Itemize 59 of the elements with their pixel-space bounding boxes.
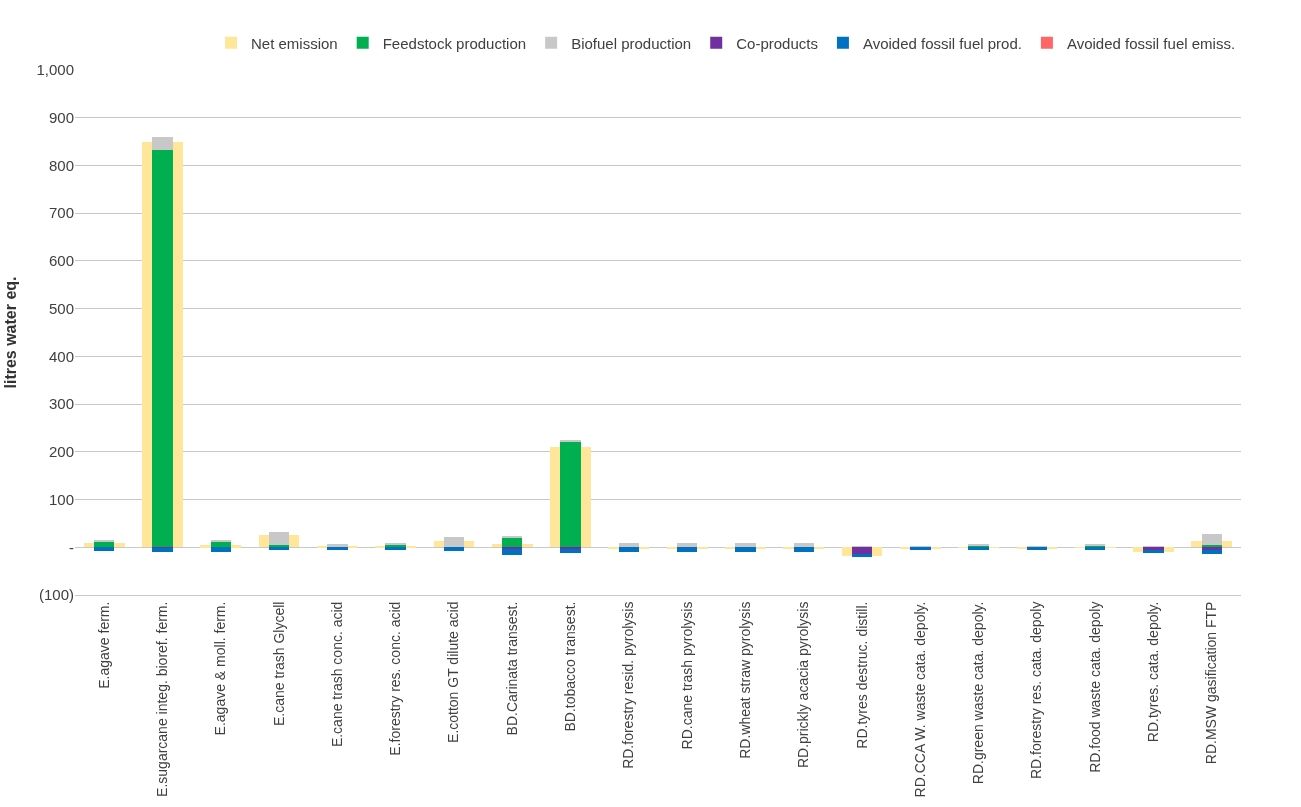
y-tick-label: 700 <box>48 204 74 222</box>
bar <box>852 554 872 557</box>
bar <box>152 150 173 547</box>
bar <box>1202 534 1222 545</box>
legend-label: Biofuel production <box>571 34 692 52</box>
y-tick-label: 100 <box>48 490 74 508</box>
x-tick-label: RD.forestry res. cata. depoly <box>1028 601 1045 780</box>
bar <box>211 547 231 552</box>
bar <box>619 547 639 552</box>
bar <box>94 542 114 547</box>
x-tick-label: E.cotton GT dilute acid <box>445 601 462 743</box>
y-axis-title: litres water eq. <box>2 276 20 389</box>
x-tick-label: RD.CCA W. waste cata. depoly. <box>911 601 928 798</box>
bar <box>94 547 114 551</box>
bar <box>444 537 464 547</box>
x-tick-label: E.forestry res. conc. acid <box>387 601 404 756</box>
y-tick-label: 500 <box>48 299 74 317</box>
x-tick-label: RD.green waste cata. depoly. <box>970 601 987 785</box>
bar <box>560 549 581 553</box>
x-tick-label: RD.cane trash pyrolysis <box>678 601 695 750</box>
y-tick-label: 900 <box>48 108 74 126</box>
legend-label: Feedstock production <box>382 34 527 52</box>
bar <box>852 547 872 554</box>
y-tick-label: 200 <box>48 443 74 461</box>
x-tick-label: RD.prickly acacia pyrolysis <box>795 601 812 769</box>
x-tick-label: BD.tobacco transest. <box>562 601 579 732</box>
bar <box>502 549 522 555</box>
y-tick-label: 1,000 <box>36 61 74 79</box>
legend-label: Net emission <box>251 34 338 52</box>
x-tick-label: E.agave & moll. ferm. <box>212 601 229 736</box>
legend-label: Avoided fossil fuel prod. <box>862 34 1022 52</box>
y-tick-label: 600 <box>48 252 74 270</box>
y-tick-label: (100) <box>38 586 74 604</box>
legend-label: Avoided fossil fuel emiss. <box>1066 34 1236 52</box>
x-tick-label: E.cane trash Glycell <box>270 601 287 727</box>
y-tick-label: 300 <box>48 395 74 413</box>
x-tick-label: RD.wheat straw pyrolysis <box>737 601 753 759</box>
x-tick-label: RD.forestry resid. pyrolysis <box>620 601 637 769</box>
bar <box>735 547 756 552</box>
x-tick-label: E.agave ferm. <box>95 601 112 689</box>
y-tick-label: 800 <box>48 156 74 174</box>
y-tick-label: - <box>69 538 74 556</box>
x-tick-label: BD.Carinata transest. <box>503 601 520 736</box>
bar <box>794 547 814 552</box>
bar <box>502 538 522 547</box>
x-tick-label: E.sugarcane integ. bioref. ferm. <box>154 601 170 797</box>
bar <box>211 542 231 547</box>
bar <box>677 547 697 552</box>
bar <box>269 532 289 545</box>
x-tick-label: RD.MSW gasification FTP <box>1203 601 1220 765</box>
x-tick-label: RD.tyres. cata. depoly. <box>1145 601 1162 743</box>
bar <box>560 441 581 547</box>
x-tick-label: E.cane trash conc. acid <box>328 601 345 748</box>
legend-label: Co-products <box>736 34 818 52</box>
bar <box>1202 550 1222 554</box>
x-tick-label: RD.food waste cata. depoly <box>1086 601 1103 773</box>
y-tick-label: 400 <box>48 347 74 365</box>
bar <box>152 137 173 150</box>
x-tick-label: RD.tyres destruc. distill. <box>853 601 870 749</box>
